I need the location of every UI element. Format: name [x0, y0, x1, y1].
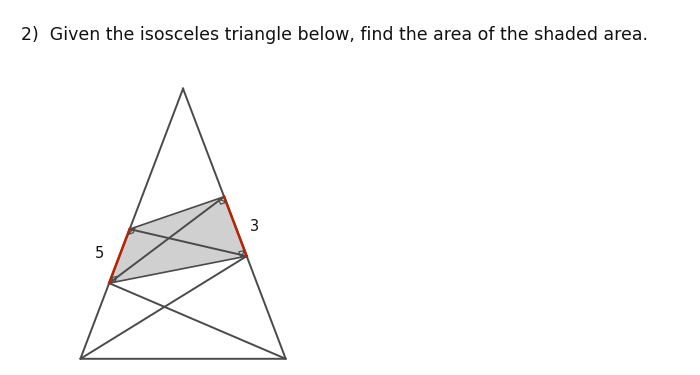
Text: 2)  Given the isosceles triangle below, find the area of the shaded area.: 2) Given the isosceles triangle below, f… [21, 26, 648, 44]
Polygon shape [109, 197, 246, 283]
Text: 5: 5 [95, 246, 104, 261]
Text: 3: 3 [251, 219, 260, 234]
